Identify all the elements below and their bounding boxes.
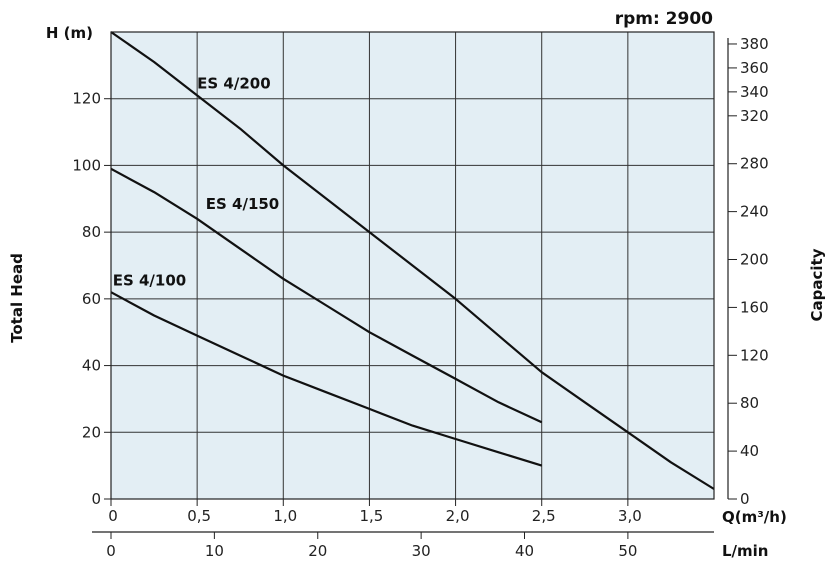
x-axis-title: Q(m³/h)	[722, 508, 787, 526]
y2-tick-label: 80	[740, 394, 759, 412]
x-tick-label: 1,0	[273, 507, 297, 525]
y2-tick-label: 200	[740, 251, 769, 269]
y-tick-label: 100	[72, 156, 101, 174]
y-axis-title: Total Head	[8, 253, 26, 343]
tick-labels: 0 20 40 60 80 100 120 0 0,5 1,0 1,5 2,0 2,5 3,0 0 10 20 3…	[72, 35, 768, 560]
y2-tick-label: 160	[740, 298, 769, 316]
series-line	[110, 31, 715, 490]
y-tick-label: 120	[72, 90, 101, 108]
grid	[111, 32, 714, 499]
series-label: ES 4/200	[197, 75, 271, 93]
x2-tick-label: 30	[412, 542, 431, 560]
y-tick-label: 20	[82, 423, 101, 441]
y2-tick-label: 40	[740, 442, 759, 460]
y2-tick-label: 360	[740, 59, 769, 77]
x-tick-label: 2,0	[446, 507, 470, 525]
x-tick-label: 3,0	[618, 507, 642, 525]
y2-tick-label: 380	[740, 35, 769, 53]
y-tick-label: 60	[82, 290, 101, 308]
plot-border	[110, 31, 715, 500]
x2-tick-label: 10	[205, 542, 224, 560]
y2-tick-label: 320	[740, 107, 769, 125]
series-line	[110, 167, 543, 424]
y2-tick-label: 240	[740, 203, 769, 221]
y-tick-label: 0	[91, 490, 101, 508]
x2-tick-label: 40	[515, 542, 534, 560]
y2-tick-label: 340	[740, 83, 769, 101]
series-line	[110, 291, 543, 467]
x2-tick-label: 0	[106, 542, 116, 560]
series-label: ES 4/150	[206, 195, 280, 213]
y2-axis-title: Capacity	[808, 248, 826, 321]
chart-title: rpm: 2900	[615, 9, 713, 29]
y-tick-label: 40	[82, 357, 101, 375]
series-label: ES 4/100	[113, 272, 187, 290]
x-tick-label: 0	[108, 507, 118, 525]
y-unit-label: H (m)	[46, 24, 93, 42]
y2-tick-label: 120	[740, 346, 769, 364]
x2-tick-label: 50	[618, 542, 637, 560]
x2-axis-title: L/min	[722, 542, 769, 560]
y-tick-label: 80	[82, 223, 101, 241]
axes	[92, 31, 729, 533]
y2-tick-label: 0	[740, 490, 750, 508]
y2-tick-label: 280	[740, 155, 769, 173]
x-tick-label: 0,5	[187, 507, 211, 525]
x-tick-label: 2,5	[532, 507, 556, 525]
series-lines: ES 4/200 ES 4/150 ES 4/100	[110, 31, 715, 490]
x2-tick-label: 20	[308, 542, 327, 560]
x-tick-label: 1,5	[359, 507, 383, 525]
